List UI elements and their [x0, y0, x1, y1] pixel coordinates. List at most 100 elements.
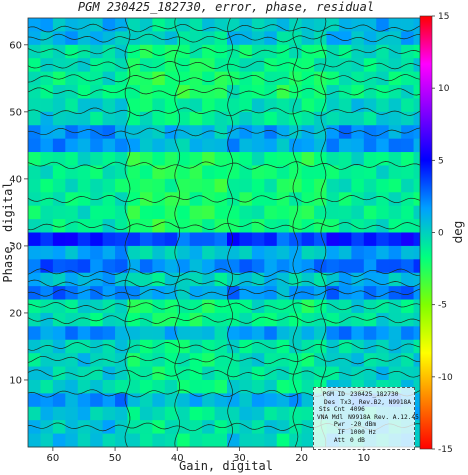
heatmap-cell [326, 353, 340, 367]
heatmap-cell [276, 366, 290, 381]
heatmap-cell [77, 326, 91, 341]
heatmap-cell [52, 339, 66, 354]
heatmap-cell [301, 245, 315, 260]
heatmap-cell [65, 152, 79, 166]
heatmap-cell [65, 98, 79, 113]
heatmap-cell [264, 165, 278, 180]
heatmap-cell [52, 433, 66, 448]
x-tick-label: 50 [109, 453, 122, 464]
heatmap-cell [251, 31, 265, 46]
heatmap-cell [264, 192, 278, 207]
heatmap-cell [338, 366, 352, 381]
heatmap-cell [388, 205, 402, 220]
heatmap-cell [214, 205, 228, 220]
heatmap-cell [177, 406, 191, 421]
heatmap-cell [115, 326, 128, 341]
heatmap-cell [202, 393, 215, 408]
heatmap-cell [152, 152, 166, 166]
heatmap-cell [376, 138, 390, 153]
heatmap-cell [115, 111, 128, 126]
heatmap-cell [77, 178, 91, 193]
heatmap-cell [177, 339, 191, 354]
heatmap-cell [127, 192, 141, 207]
heatmap-cell [276, 138, 290, 153]
heatmap-cell [77, 259, 91, 274]
info-value: 230425_182730 [350, 391, 399, 398]
heatmap-cell [338, 71, 352, 86]
heatmap-cell [152, 272, 166, 287]
heatmap-cell [214, 353, 228, 367]
heatmap-cell [115, 219, 128, 233]
info-key: PGM ID [322, 391, 345, 398]
heatmap-cell [164, 192, 178, 207]
info-key: IF [337, 428, 345, 436]
info-value: 0 dB [350, 436, 365, 444]
heatmap-cell [65, 18, 79, 32]
heatmap-cell [363, 299, 377, 314]
heatmap-cell [314, 152, 327, 166]
heatmap-cell [301, 71, 315, 86]
heatmap-cell [177, 205, 191, 220]
heatmap-cell [301, 353, 315, 367]
heatmap-cell [164, 138, 178, 153]
heatmap-cell [115, 339, 128, 354]
heatmap-cell [52, 406, 66, 421]
heatmap-cell [28, 192, 41, 207]
heatmap-cell [214, 339, 228, 354]
heatmap-cell [189, 366, 203, 381]
heatmap-cell [40, 245, 54, 260]
heatmap-cell [115, 245, 128, 260]
contour-line [27, 268, 427, 278]
heatmap-cell [65, 286, 79, 300]
heatmap-cell [314, 232, 327, 247]
heatmap-cell [289, 366, 303, 381]
heatmap-cell [239, 152, 253, 166]
heatmap-cell [388, 192, 402, 207]
colorbar-tick-label: 10 [438, 84, 450, 94]
heatmap-cell [177, 71, 191, 86]
heatmap-cell [376, 259, 390, 274]
heatmap-cell [139, 353, 153, 367]
heatmap-cell [52, 272, 66, 287]
heatmap-cell [52, 85, 66, 99]
heatmap-cell [102, 312, 116, 327]
heatmap-cell [388, 138, 402, 153]
heatmap-cell [251, 406, 265, 421]
heatmap-cell [189, 165, 203, 180]
heatmap-cell [289, 433, 303, 448]
heatmap-cell [40, 58, 54, 73]
heatmap-cell [90, 31, 104, 46]
heatmap-cell [164, 44, 178, 59]
heatmap-cell [52, 353, 66, 367]
heatmap-cell [264, 353, 278, 367]
heatmap-cell [164, 165, 178, 180]
heatmap-cell [214, 152, 228, 166]
heatmap-cell [189, 205, 203, 220]
heatmap-cell [264, 178, 278, 193]
heatmap-cell [127, 31, 141, 46]
heatmap-cell [52, 71, 66, 86]
info-key: Att [333, 436, 345, 444]
heatmap-cell [164, 232, 178, 247]
heatmap-cell [363, 366, 377, 381]
info-key: VNA Mdl [317, 413, 344, 421]
heatmap-cell [127, 232, 141, 247]
contour-line [27, 127, 427, 137]
heatmap-cell [65, 58, 79, 73]
heatmap-cell [338, 299, 352, 314]
heatmap-cell [376, 192, 390, 207]
heatmap-cell [251, 219, 265, 233]
heatmap-cell [276, 165, 290, 180]
heatmap-cell [388, 98, 402, 113]
info-row: Pwr -20 dBm [317, 421, 411, 429]
heatmap-cell [326, 98, 340, 113]
heatmap-cell [189, 178, 203, 193]
heatmap-cell [202, 339, 215, 354]
heatmap-cell [177, 178, 191, 193]
heatmap-cell [139, 165, 153, 180]
heatmap-cell [127, 379, 141, 394]
heatmap-cell [152, 98, 166, 113]
heatmap-cell [276, 71, 290, 86]
heatmap-cell [214, 219, 228, 233]
heatmap-cell [202, 299, 215, 314]
